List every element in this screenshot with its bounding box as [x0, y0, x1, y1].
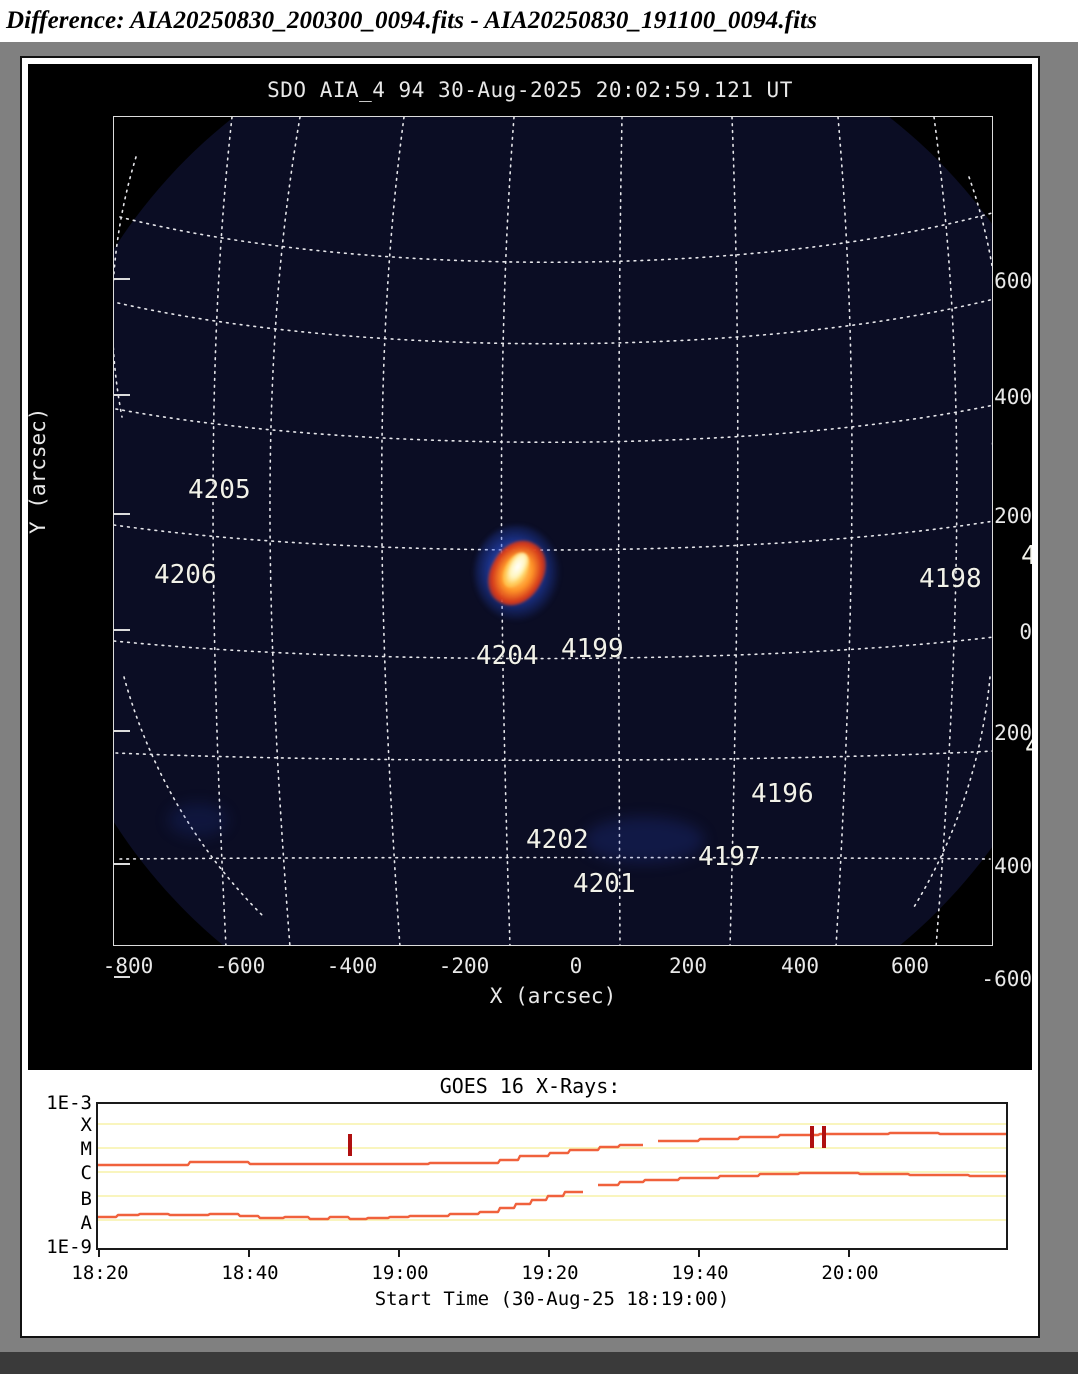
aia-title: SDO AIA_4 94 30-Aug-2025 20:02:59.121 UT — [267, 78, 793, 102]
aia-ytickmark--400 — [114, 863, 130, 865]
heliographic-grid — [114, 117, 992, 945]
aia-axis-top — [113, 116, 993, 117]
window-title: Difference: AIA20250830_200300_0094.fits… — [0, 0, 1078, 42]
goes-ylabel-1e-9: 1E-9 — [46, 1236, 92, 1258]
ar-label-4202: 4202 — [526, 825, 589, 855]
aia-xtick-400: 400 — [781, 954, 819, 978]
goes-curve-long — [98, 1131, 1006, 1167]
aia-axis-right — [992, 116, 993, 946]
aia-ytickmark-0 — [114, 629, 130, 631]
aia-ytickmark--600 — [114, 976, 130, 978]
ar-label-clipped-top: 4 — [1021, 541, 1032, 571]
aia-xtick-0: 0 — [569, 954, 583, 978]
ar-label-4205: 4205 — [188, 475, 251, 505]
plot-panel-inner: SDO AIA_4 94 30-Aug-2025 20:02:59.121 UT… — [28, 64, 1032, 1330]
ar-label-4206: 4206 — [154, 560, 217, 590]
goes-xtick-1900: 19:00 — [371, 1262, 429, 1284]
goes-xray-panel[interactable]: GOES 16 X-Rays: 1E-3 X M C B A 1E-9 — [28, 1070, 1032, 1330]
ar-label-4196: 4196 — [751, 779, 814, 809]
plot-panel: SDO AIA_4 94 30-Aug-2025 20:02:59.121 UT… — [20, 56, 1040, 1338]
goes-ylabel-1e-3: 1E-3 — [46, 1092, 92, 1114]
goes-xtick-1840: 18:40 — [221, 1262, 279, 1284]
aia-ytick--600: -600 — [981, 967, 1032, 991]
aia-x-axis-title: X (arcsec) — [489, 984, 617, 1008]
aia-ytick-400: 400 — [994, 385, 1032, 409]
goes-title: GOES 16 X-Rays: — [439, 1074, 621, 1098]
aia-xtick--800: -800 — [102, 954, 154, 978]
aia-axis-left — [113, 116, 114, 946]
aia-ytick-200: 200 — [994, 504, 1032, 528]
aia-xtick--600: -600 — [214, 954, 266, 978]
goes-ylabel-M: M — [80, 1138, 92, 1160]
goes-plot-area[interactable] — [96, 1102, 1008, 1250]
ar-label-clipped-bottom: 4 — [1025, 732, 1032, 762]
goes-xtick-1940: 19:40 — [671, 1262, 729, 1284]
faint-region-b — [168, 803, 228, 837]
aia-image-panel[interactable]: SDO AIA_4 94 30-Aug-2025 20:02:59.121 UT… — [28, 64, 1032, 1070]
goes-ylabel-B: B — [80, 1188, 92, 1210]
goes-xtick-1920: 19:20 — [521, 1262, 579, 1284]
aia-ytick-0: 0 — [1019, 620, 1032, 644]
goes-x-axis-title: Start Time (30-Aug-25 18:19:00) — [374, 1288, 730, 1310]
goes-xtickmark-1840 — [248, 1250, 250, 1257]
goes-gridlines — [98, 1123, 1006, 1221]
aia-ytickmark-400 — [114, 394, 130, 396]
ar-label-4198: 4198 — [919, 564, 982, 594]
aia-axis-bottom — [113, 945, 993, 946]
goes-ylabel-X: X — [80, 1114, 92, 1136]
aia-y-axis-title: Y (arcsec) — [28, 407, 50, 534]
aia-xtick--400: -400 — [326, 954, 378, 978]
aia-ytickmark--200 — [114, 730, 130, 732]
aia-ytickmark-600 — [114, 278, 130, 280]
goes-ylabel-C: C — [80, 1162, 92, 1184]
goes-xtickmark-2000 — [848, 1250, 850, 1257]
aia-plot-area[interactable] — [113, 116, 993, 946]
goes-xtickmark-1940 — [698, 1250, 700, 1257]
goes-xtick-2000: 20:00 — [821, 1262, 879, 1284]
goes-xtick-1820: 18:20 — [71, 1262, 129, 1284]
faint-region-a — [584, 817, 704, 863]
aia-xtick-600: 600 — [891, 954, 929, 978]
aia-ytickmark-200 — [114, 513, 130, 515]
aia-ytick-600: 600 — [994, 269, 1032, 293]
ar-label-4201: 4201 — [573, 869, 636, 899]
ar-label-4199: 4199 — [561, 634, 624, 664]
goes-ylabel-A: A — [80, 1212, 92, 1234]
goes-xtickmark-1900 — [398, 1250, 400, 1257]
aia-xtick-200: 200 — [669, 954, 707, 978]
aia-xtick--200: -200 — [438, 954, 490, 978]
ar-label-4197: 4197 — [698, 842, 761, 872]
goes-curves — [98, 1123, 1006, 1221]
goes-flare-marks — [348, 1126, 826, 1156]
goes-curve-short — [98, 1171, 1006, 1221]
goes-xtickmark-1820 — [98, 1250, 100, 1257]
window-frame: SDO AIA_4 94 30-Aug-2025 20:02:59.121 UT… — [0, 42, 1078, 1374]
frame-shadow — [0, 1352, 1078, 1374]
ar-label-4204: 4204 — [476, 641, 539, 671]
goes-xtickmark-1920 — [548, 1250, 550, 1257]
